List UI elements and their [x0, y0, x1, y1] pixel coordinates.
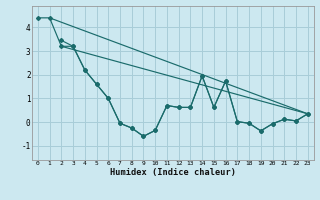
X-axis label: Humidex (Indice chaleur): Humidex (Indice chaleur) — [110, 168, 236, 177]
